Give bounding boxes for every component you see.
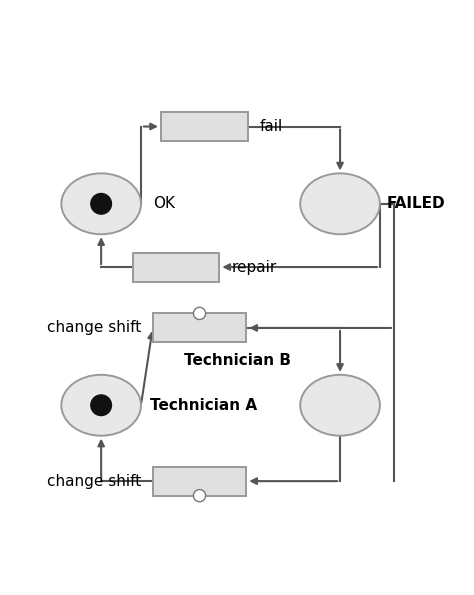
Text: FAILED: FAILED xyxy=(387,196,446,211)
Circle shape xyxy=(193,308,206,320)
Ellipse shape xyxy=(300,375,380,436)
Text: change shift: change shift xyxy=(47,321,141,336)
Text: repair: repair xyxy=(231,259,276,274)
Text: OK: OK xyxy=(153,196,175,211)
Ellipse shape xyxy=(61,375,141,436)
FancyBboxPatch shape xyxy=(153,466,246,496)
Circle shape xyxy=(91,395,111,415)
Ellipse shape xyxy=(61,173,141,234)
FancyBboxPatch shape xyxy=(153,314,246,343)
Text: fail: fail xyxy=(259,119,283,134)
Ellipse shape xyxy=(300,173,380,234)
Text: Technician A: Technician A xyxy=(150,397,257,413)
Text: change shift: change shift xyxy=(47,474,141,488)
Text: Technician B: Technician B xyxy=(184,353,291,368)
Circle shape xyxy=(91,193,111,214)
Circle shape xyxy=(193,490,206,502)
FancyBboxPatch shape xyxy=(133,252,219,281)
FancyBboxPatch shape xyxy=(161,112,247,141)
